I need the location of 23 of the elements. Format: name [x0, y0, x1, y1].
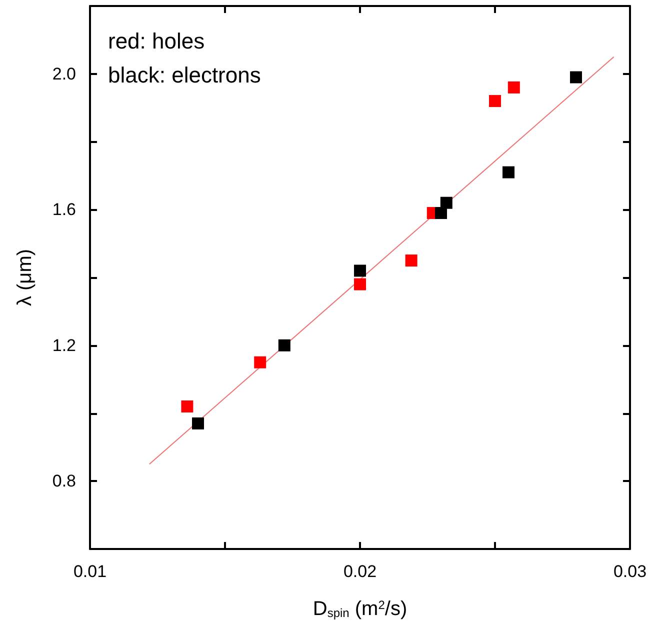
- annotation: red: holes: [108, 28, 205, 54]
- point: [435, 207, 447, 220]
- point: [502, 166, 514, 178]
- y-axis-title: λ (μm): [14, 248, 36, 306]
- x-tick-label: 0.03: [613, 562, 647, 581]
- point: [489, 95, 501, 108]
- y-tick-label: 0.8: [52, 472, 76, 491]
- point: [440, 196, 452, 209]
- y-tick-label: 1.6: [52, 200, 76, 220]
- point: [278, 339, 290, 352]
- point: [181, 400, 194, 412]
- y-tick-label: 1.2: [52, 336, 76, 355]
- point: [354, 264, 366, 277]
- x-tick-label: 0.01: [73, 562, 107, 581]
- point: [354, 278, 366, 290]
- y-tick-label: 2.0: [52, 64, 76, 84]
- point: [570, 71, 582, 84]
- annotation: black: electrons: [108, 62, 261, 88]
- point: [508, 81, 520, 94]
- x-tick-label: 0.02: [343, 562, 377, 581]
- point: [254, 356, 266, 368]
- point: [405, 254, 418, 267]
- point: [192, 417, 204, 430]
